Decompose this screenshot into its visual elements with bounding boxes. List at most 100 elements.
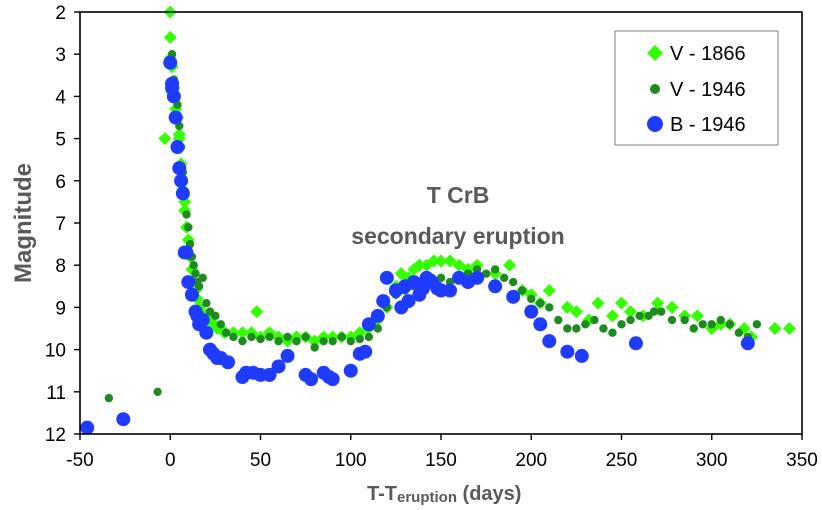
data-point [222, 328, 231, 337]
annotation-subtitle: secondary eruption [351, 223, 564, 249]
data-point [353, 326, 367, 340]
y-tick-label: 9 [55, 298, 66, 319]
data-point [163, 55, 178, 70]
data-point [229, 332, 238, 342]
data-point [509, 277, 518, 287]
data-point [104, 393, 114, 403]
data-point [470, 270, 485, 285]
x-axis-label-suffix: (days) [457, 483, 521, 505]
x-tick-label: 150 [425, 450, 457, 471]
data-point [343, 363, 358, 378]
x-tick-label: 350 [786, 450, 818, 471]
data-point [401, 294, 416, 309]
data-point [250, 305, 264, 319]
data-point [626, 315, 635, 325]
data-point [591, 296, 605, 310]
data-point [181, 275, 196, 290]
data-point [488, 279, 503, 294]
data-point [608, 328, 617, 337]
data-point [569, 305, 583, 319]
data-point [560, 300, 574, 314]
y-tick-label: 4 [55, 87, 66, 108]
data-point [782, 322, 796, 335]
data-point [191, 269, 200, 278]
data-point [680, 315, 689, 325]
data-point [554, 315, 563, 325]
data-point [175, 186, 190, 201]
data-point [179, 245, 194, 260]
y-tick-label: 7 [55, 214, 66, 235]
data-point [527, 294, 536, 304]
data-point [542, 284, 556, 298]
data-point [412, 258, 426, 272]
data-point [768, 322, 782, 335]
data-point [202, 298, 211, 308]
x-tick-label: 100 [335, 450, 367, 471]
data-point [256, 334, 265, 344]
data-point [158, 132, 172, 146]
x-axis-label: T-Teruption (days) [367, 483, 521, 506]
data-point [221, 355, 236, 370]
data-point [80, 420, 95, 435]
y-tick-label: 3 [55, 45, 66, 66]
data-point [262, 367, 277, 382]
data-point [168, 110, 183, 125]
data-point [716, 315, 725, 325]
data-point [605, 309, 619, 323]
data-point [271, 359, 286, 374]
data-point [304, 372, 319, 387]
tick-layer: -50 0 50 100 150 200 250 300 350 2 3 4 5 6 7 8 9 10 11 12 [45, 3, 818, 471]
data-point [581, 320, 590, 329]
data-point [319, 336, 328, 346]
data-point [166, 89, 181, 104]
data-point [689, 324, 698, 333]
data-point [542, 334, 557, 349]
data-point [325, 372, 340, 387]
data-point [533, 317, 548, 332]
y-tick-label: 2 [55, 3, 66, 24]
data-point [434, 254, 448, 268]
data-point [506, 289, 521, 304]
data-point [624, 305, 638, 319]
data-point [698, 320, 707, 329]
data-point [628, 336, 643, 351]
legend-label-b-1946: B - 1946 [670, 114, 746, 136]
data-point [617, 320, 626, 329]
y-tick-label: 5 [55, 130, 66, 151]
data-point [199, 325, 214, 340]
data-point [292, 336, 301, 346]
data-point [725, 320, 734, 329]
data-point [153, 387, 162, 396]
legend-label-v-1946: V - 1946 [670, 79, 746, 101]
data-point [283, 332, 292, 342]
data-point [184, 223, 193, 232]
data-point [443, 254, 457, 268]
y-tick-label: 12 [45, 425, 66, 446]
legend-marker-v-1946 [650, 84, 660, 94]
y-tick-label: 8 [55, 256, 66, 277]
data-point [651, 296, 665, 310]
data-point [690, 309, 704, 323]
data-point [274, 336, 283, 346]
data-point [194, 282, 204, 291]
x-axis-label-main: T-T [367, 483, 397, 505]
y-tick-label: 10 [45, 341, 66, 362]
data-point [572, 324, 581, 333]
data-point [235, 326, 249, 340]
y-tick-label: 6 [55, 172, 66, 193]
data-point [524, 304, 539, 319]
annotation-title: T CrB [427, 182, 490, 208]
data-point [198, 273, 207, 283]
y-tick-label: 11 [46, 383, 66, 404]
data-point [170, 140, 185, 155]
data-point [182, 210, 191, 219]
x-tick-label: 300 [696, 450, 728, 471]
data-point [635, 311, 644, 321]
data-point [216, 320, 225, 329]
legend-marker-v-1866 [647, 45, 663, 61]
data-point [490, 265, 500, 274]
data-point [370, 308, 385, 323]
data-point [355, 334, 364, 344]
data-point [346, 336, 355, 346]
